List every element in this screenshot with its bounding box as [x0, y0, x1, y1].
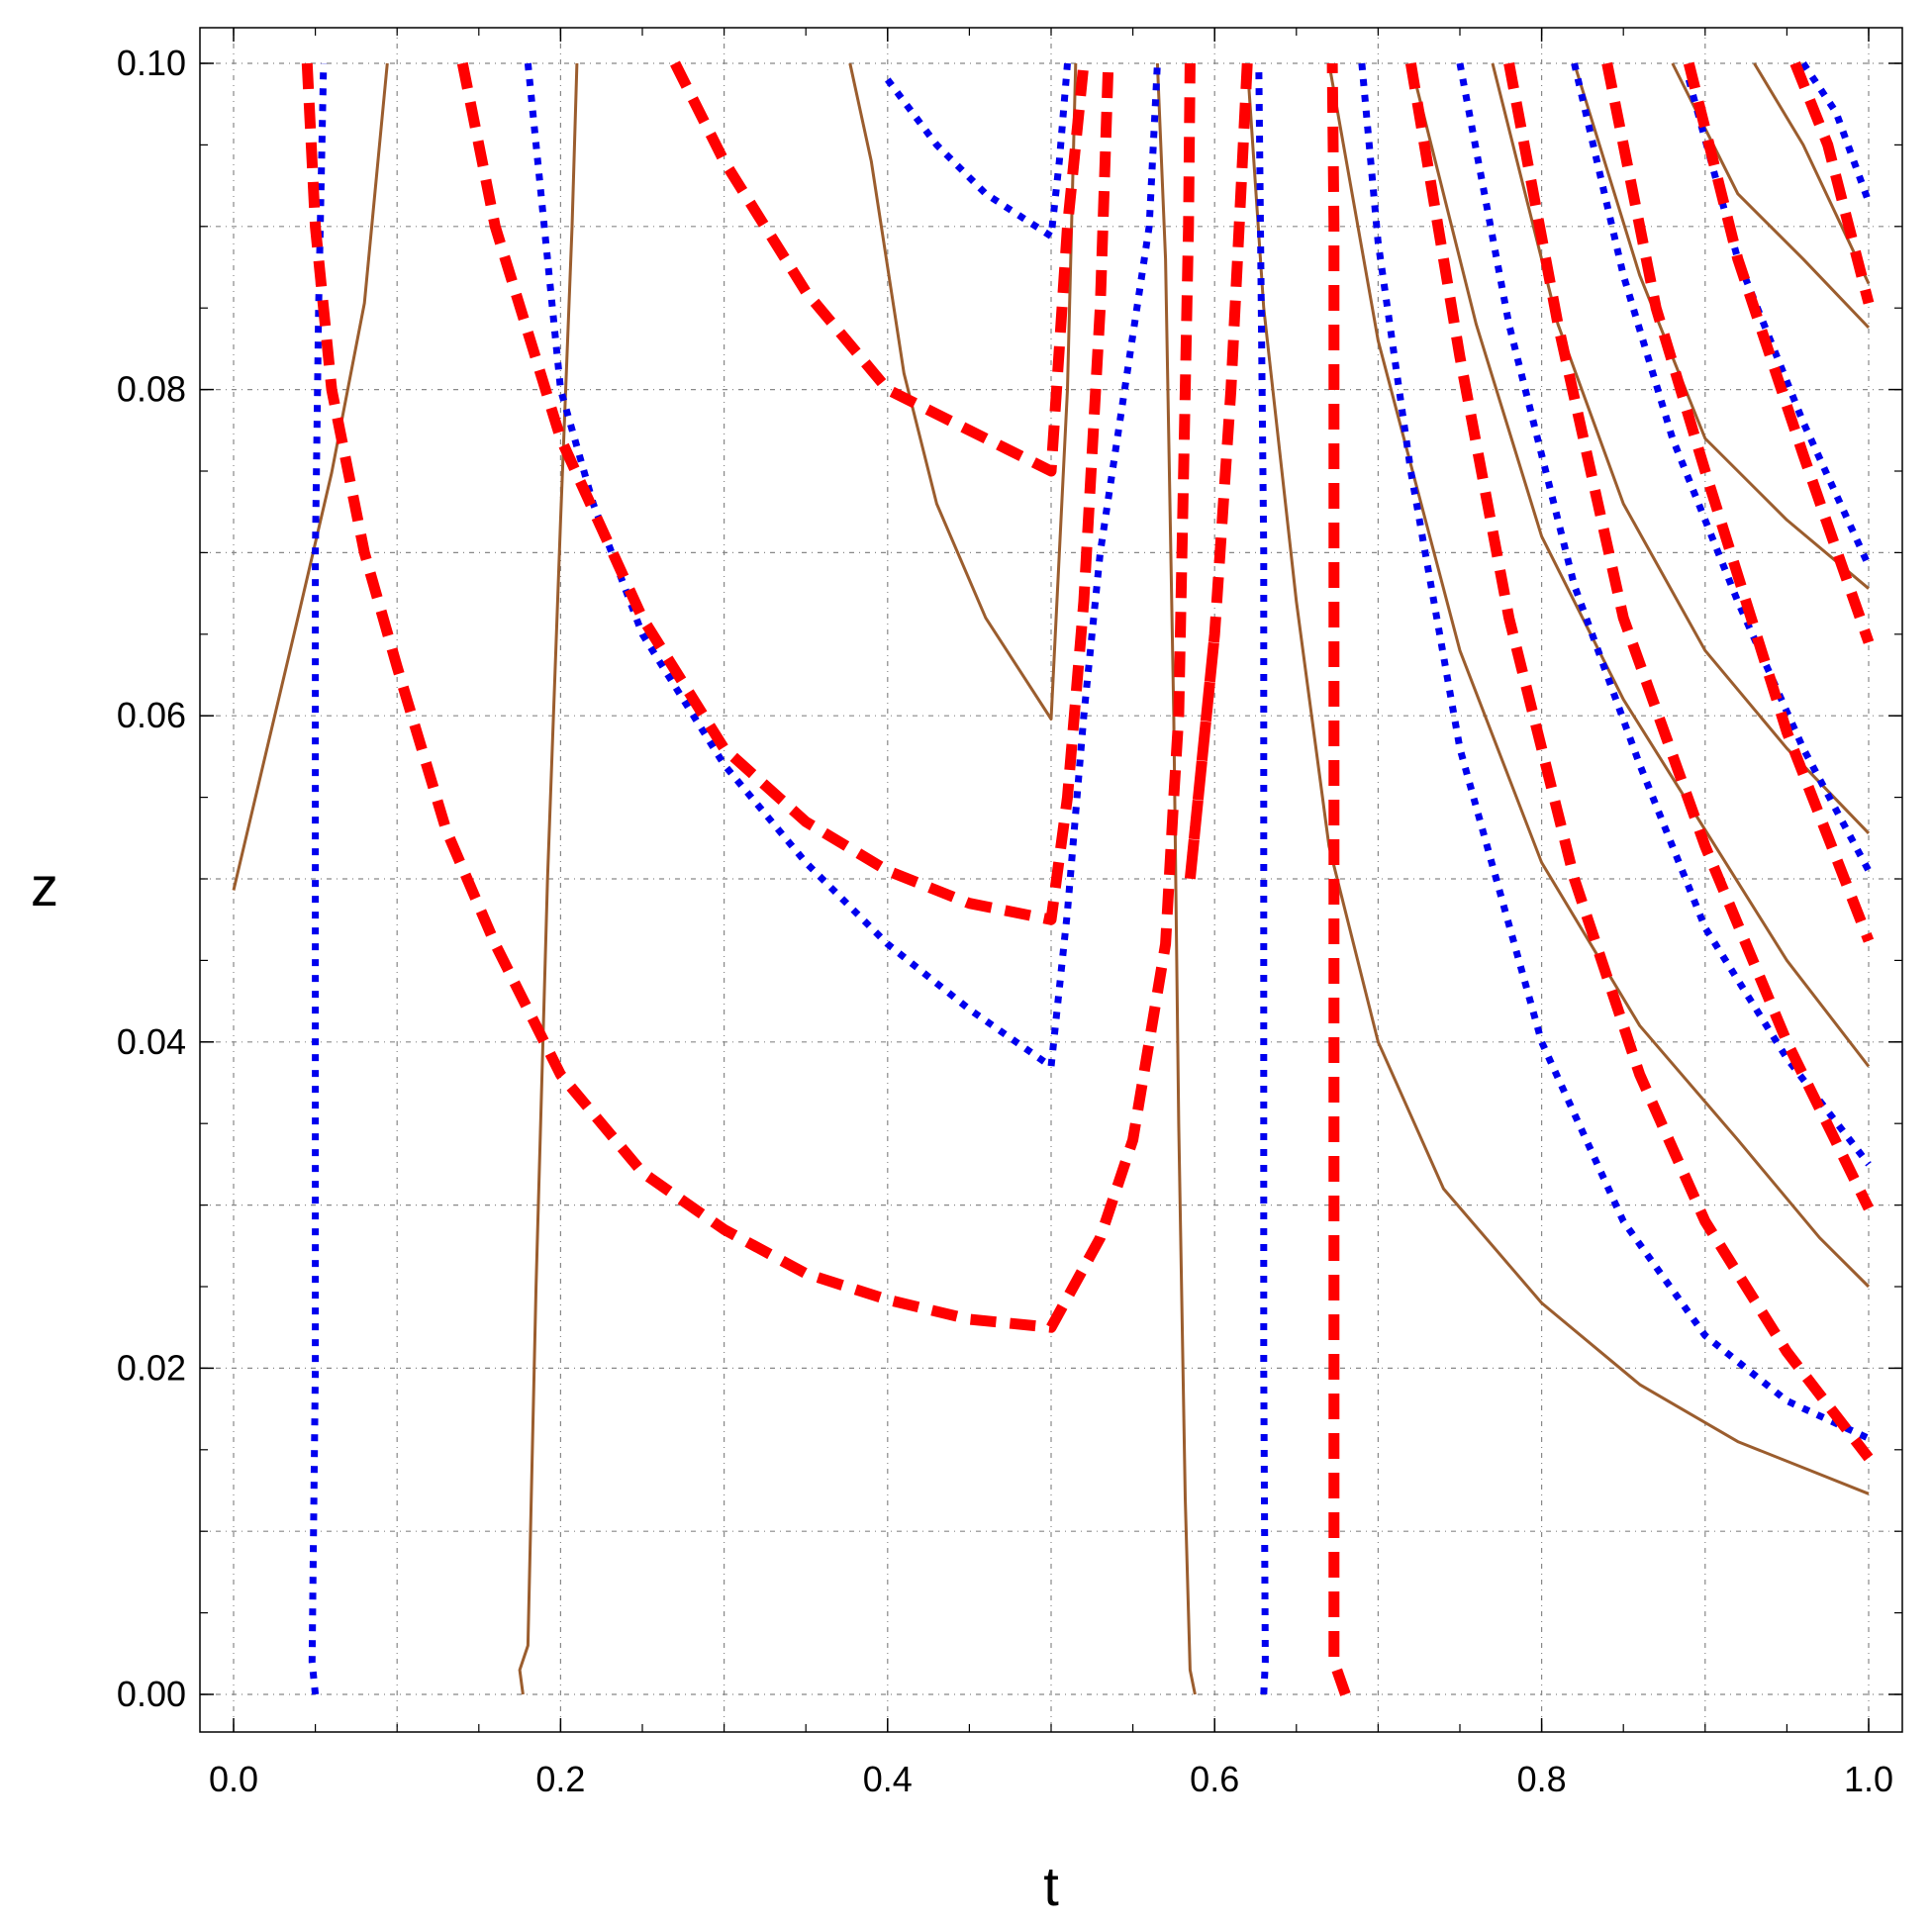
series-line-solid-6: [1327, 62, 1871, 1289]
series-line-dotted-15: [1255, 62, 1269, 1695]
series-line-dashed-29: [1683, 61, 1875, 644]
y-tick-label: 0.10: [117, 43, 186, 83]
series-line-dotted-20: [1799, 61, 1873, 204]
series-line-solid-8: [1491, 62, 1871, 834]
series-line-solid-11: [1753, 62, 1871, 285]
ticks: 0.0 0.2 0.4 0.6 0.8 1.0 0.00 0.02 0.04 0.06 0.08 0.…: [117, 28, 1902, 1799]
series-line-solid-5: [1245, 62, 1870, 1495]
y-axis-label: z: [31, 855, 58, 917]
x-tick-label: 0.4: [863, 1759, 913, 1799]
y-tick-label: 0.04: [117, 1021, 186, 1062]
series-line-dashed-23: [670, 60, 1090, 477]
grid: [200, 28, 1902, 1732]
y-tick-label: 0.02: [117, 1347, 186, 1388]
series-line-dashed-25: [1184, 62, 1253, 885]
series-line-dotted-12: [308, 62, 328, 1695]
x-tick-label: 1.0: [1844, 1759, 1893, 1799]
x-tick-label: 0.8: [1517, 1759, 1567, 1799]
series-line-solid-9: [1573, 62, 1870, 590]
series-line-dashed-28: [1601, 61, 1875, 943]
series-line-dotted-16: [1358, 62, 1871, 1442]
x-tick-label: 0.6: [1190, 1759, 1239, 1799]
series-line-dashed-27: [1503, 61, 1874, 1211]
series-line-solid-1: [232, 62, 389, 891]
x-tick-label: 0.0: [209, 1759, 258, 1799]
series-line-solid-2: [518, 62, 579, 1695]
y-tick-label: 0.00: [117, 1674, 186, 1714]
series-line-solid-7: [1408, 62, 1871, 1068]
series-line-dashed-24: [1326, 62, 1351, 1696]
series-line-dashed-26: [1404, 62, 1874, 1462]
series-line-dotted-13: [524, 62, 1161, 1070]
y-tick-label: 0.06: [117, 695, 186, 735]
series-line-dotted-18: [1571, 62, 1873, 873]
series-line-dotted-17: [1456, 62, 1872, 1167]
series-line-dashed-21: [301, 62, 1196, 1333]
series-line-dashed-22: [456, 61, 1114, 925]
x-tick-label: 0.2: [535, 1759, 585, 1799]
x-axis-label: t: [1043, 1855, 1059, 1917]
series-line-solid-3: [848, 62, 1078, 721]
y-tick-label: 0.08: [117, 369, 186, 410]
series-line-dotted-14: [885, 62, 1071, 241]
series-group: [232, 60, 1875, 1696]
series-line-dashed-30: [1789, 60, 1875, 305]
series-line-solid-4: [1155, 62, 1197, 1695]
